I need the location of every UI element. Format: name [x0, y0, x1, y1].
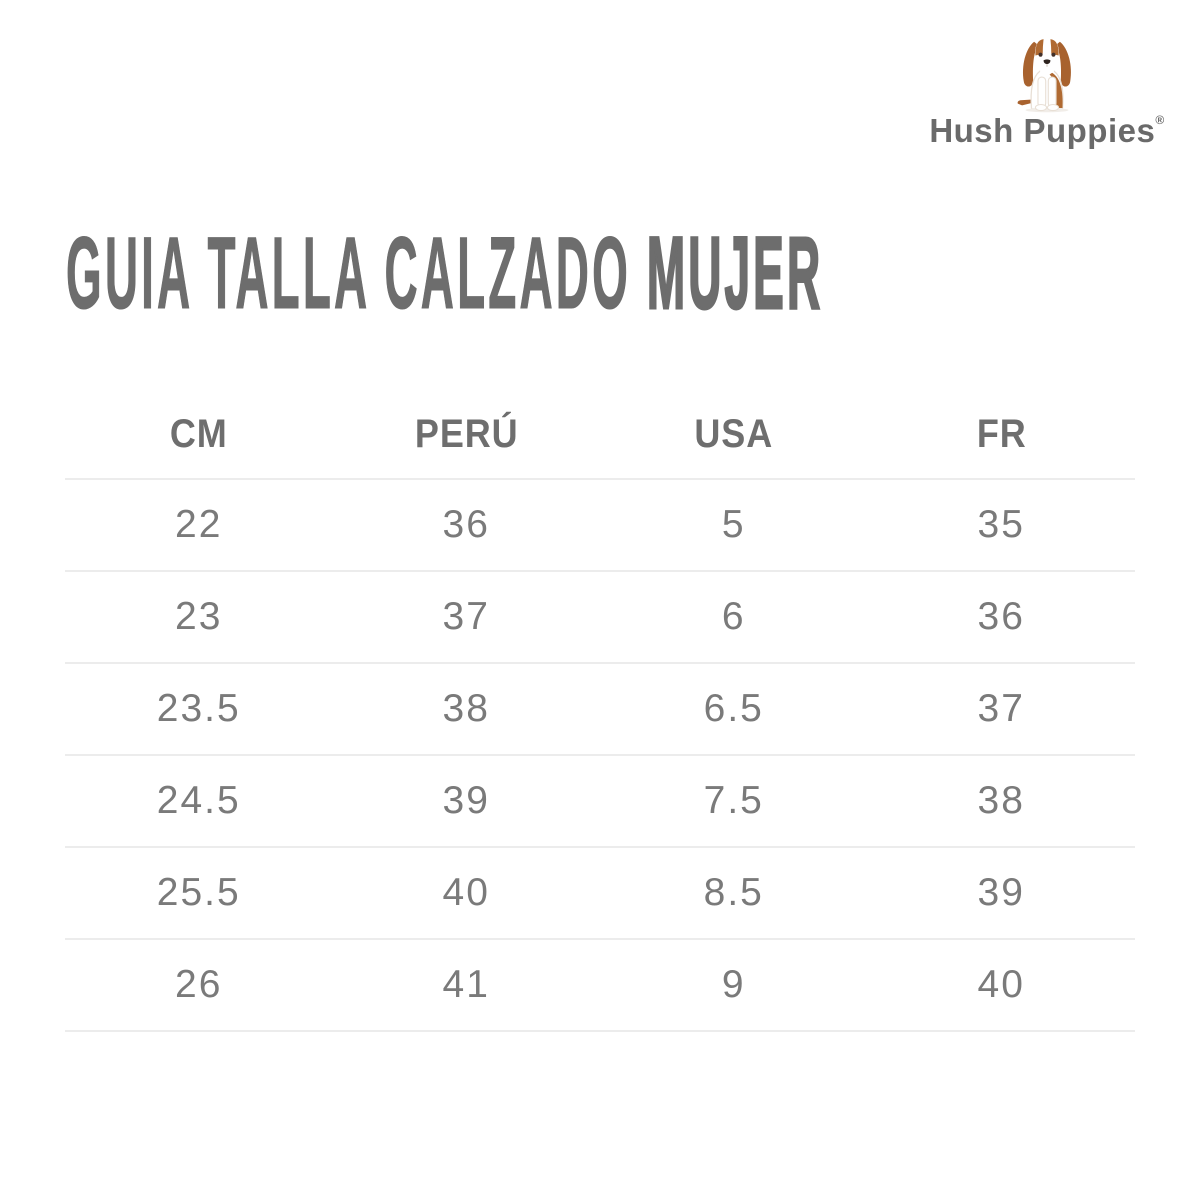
size-cell: 22	[175, 503, 223, 546]
size-cell: 39	[442, 779, 490, 822]
table-row: 23 37 6 36	[65, 572, 1135, 664]
table-row: 25.5 40 8.5 39	[65, 848, 1135, 940]
size-cell: 6.5	[703, 687, 764, 730]
column-header-fr: FR	[976, 411, 1027, 456]
size-cell: 38	[442, 687, 490, 730]
column-header-peru: PERÚ	[414, 411, 519, 456]
brand-name: Hush Puppies®	[929, 114, 1164, 147]
size-table-header-row: CM PERÚ USA FR	[65, 390, 1135, 480]
title-bold: MUJER	[646, 216, 824, 330]
table-row: 22 36 5 35	[65, 480, 1135, 572]
size-cell: 36	[442, 503, 490, 546]
size-table-body: 22 36 5 35 23 37 6 36 23.5 38 6.5 37 24.5 39 7.5 38 25.5…	[65, 480, 1135, 1032]
size-cell: 23	[175, 595, 223, 638]
column-header-usa: USA	[694, 411, 774, 456]
table-row: 24.5 39 7.5 38	[65, 756, 1135, 848]
page-title: GUIA TALLA CALZADO MUJER	[66, 221, 823, 326]
size-cell: 38	[977, 779, 1025, 822]
size-cell: 41	[442, 963, 490, 1006]
size-cell: 9	[721, 963, 746, 1006]
size-cell: 25.5	[156, 871, 241, 914]
size-cell: 24.5	[156, 779, 241, 822]
title-regular: GUIA TALLA CALZADO	[66, 216, 631, 330]
size-cell: 36	[977, 595, 1025, 638]
brand-name-text: Hush Puppies	[929, 112, 1156, 149]
table-row: 23.5 38 6.5 37	[65, 664, 1135, 756]
size-cell: 40	[977, 963, 1025, 1006]
size-cell: 39	[977, 871, 1025, 914]
size-cell: 23.5	[156, 687, 241, 730]
registered-mark: ®	[1155, 113, 1165, 127]
size-cell: 5	[721, 503, 746, 546]
size-cell: 37	[977, 687, 1025, 730]
size-cell: 8.5	[703, 871, 764, 914]
size-cell: 7.5	[703, 779, 764, 822]
table-row: 26 41 9 40	[65, 940, 1135, 1032]
size-cell: 40	[442, 871, 490, 914]
size-table: CM PERÚ USA FR 22 36 5 35 23 37 6 36 23.5 38 6.5 37 24.…	[65, 390, 1135, 1032]
brand-logo: Hush Puppies®	[928, 28, 1166, 147]
size-cell: 6	[721, 595, 746, 638]
size-cell: 35	[977, 503, 1025, 546]
size-cell: 37	[442, 595, 490, 638]
column-header-cm: CM	[169, 411, 228, 456]
size-cell: 26	[175, 963, 223, 1006]
basset-hound-icon	[1017, 38, 1071, 113]
